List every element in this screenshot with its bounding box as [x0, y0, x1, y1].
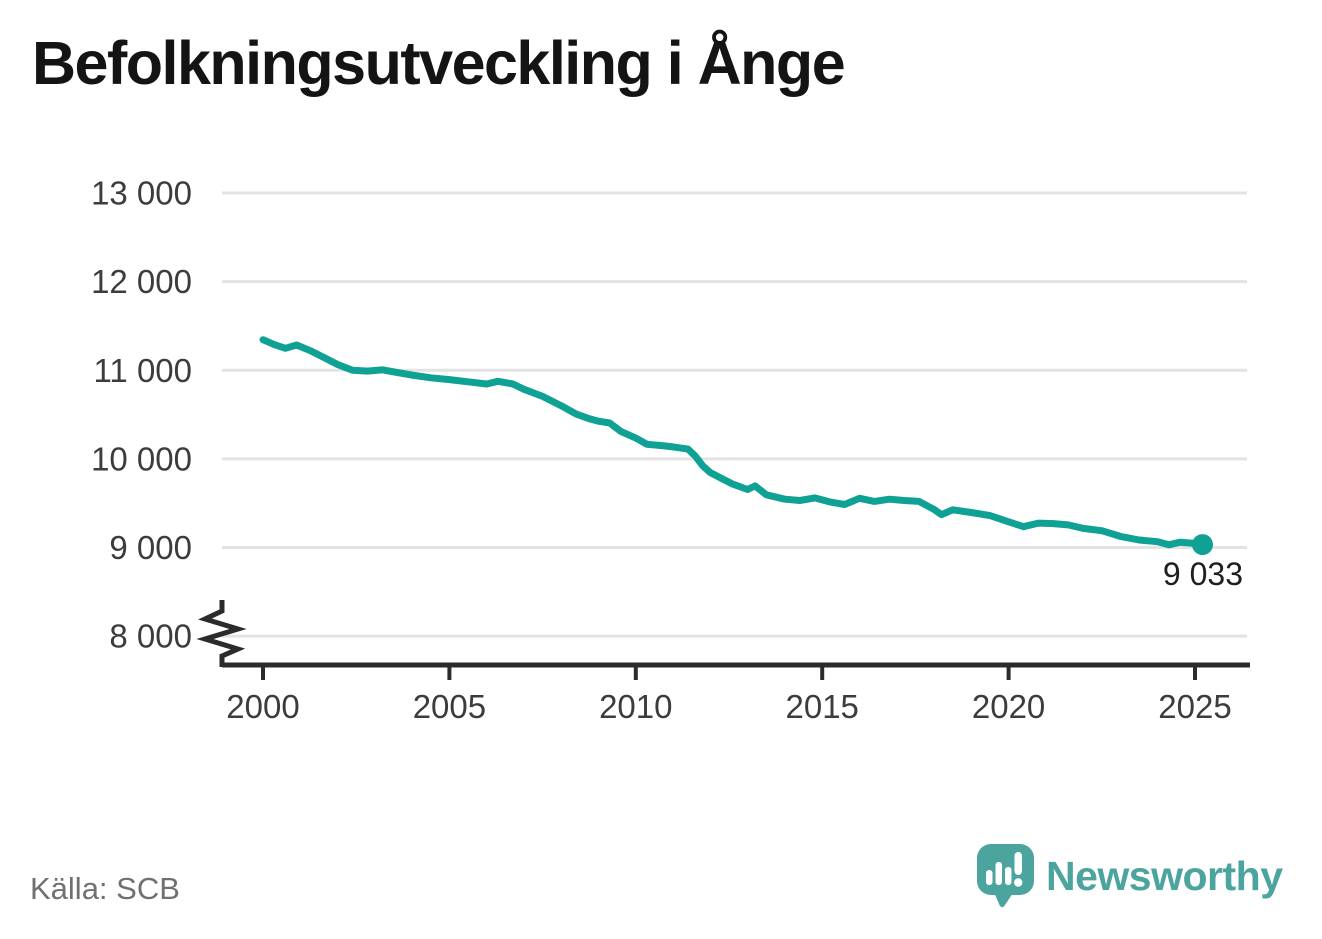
y-tick-label: 11 000 [94, 352, 192, 389]
population-line [259, 336, 1206, 549]
x-tick-label: 2015 [785, 688, 858, 725]
axis-break-icon [196, 600, 247, 667]
y-tick-label: 12 000 [91, 263, 192, 300]
y-tick-label: 10 000 [91, 440, 192, 477]
chart-title: Befolkningsutveckling i Ånge [32, 29, 846, 97]
y-tick-label: 13 000 [91, 175, 192, 212]
end-value-label: 9 033 [1163, 556, 1243, 592]
x-tick-label: 2010 [599, 688, 672, 725]
x-tick-label: 2000 [226, 688, 299, 725]
y-tick-label: 8 000 [109, 618, 192, 655]
newsworthy-logo-icon [977, 844, 1034, 908]
x-tick-label: 2025 [1158, 688, 1231, 725]
x-tick-label: 2005 [413, 688, 486, 725]
source-note: Källa: SCB [30, 871, 180, 906]
y-tick-label: 9 000 [109, 529, 192, 566]
newsworthy-logo-text: Newsworthy [1046, 852, 1283, 899]
x-tick-label: 2020 [972, 688, 1045, 725]
end-point-dot [1192, 534, 1213, 556]
newsworthy-logo: Newsworthy [977, 843, 1283, 909]
